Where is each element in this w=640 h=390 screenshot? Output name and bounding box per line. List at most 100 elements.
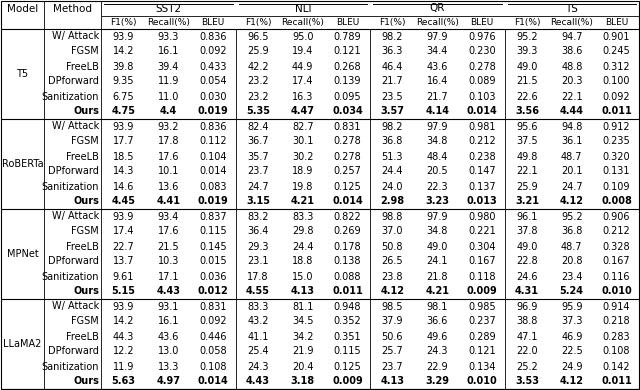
Text: 50.8: 50.8 [381,241,403,252]
Text: 4.21: 4.21 [291,197,315,206]
Text: 24.6: 24.6 [516,271,538,282]
Text: 0.230: 0.230 [468,46,496,57]
Text: 95.2: 95.2 [561,211,582,222]
Text: 98.1: 98.1 [427,301,448,312]
Text: 0.235: 0.235 [603,136,630,147]
Text: 5.15: 5.15 [111,287,136,296]
Text: 48.8: 48.8 [561,62,582,71]
Text: Sanitization: Sanitization [42,271,99,282]
Text: 21.5: 21.5 [516,76,538,87]
Text: 24.7: 24.7 [247,181,269,191]
Text: 0.433: 0.433 [199,62,227,71]
Text: 30.1: 30.1 [292,136,314,147]
Text: 4.31: 4.31 [515,287,539,296]
Text: F1(%): F1(%) [244,18,271,27]
Text: 24.4: 24.4 [292,241,314,252]
Text: 0.328: 0.328 [603,241,630,252]
Text: 0.010: 0.010 [467,376,497,386]
Text: 4.55: 4.55 [246,287,270,296]
Text: 4.97: 4.97 [156,376,180,386]
Text: F1(%): F1(%) [379,18,406,27]
Text: 98.8: 98.8 [381,211,403,222]
Text: 17.4: 17.4 [113,227,134,236]
Text: 42.2: 42.2 [247,62,269,71]
Text: Ours: Ours [73,376,99,386]
Text: 4.12: 4.12 [560,197,584,206]
Text: 0.138: 0.138 [334,257,362,266]
Text: 20.3: 20.3 [561,76,582,87]
Text: W/ Attack: W/ Attack [52,211,99,222]
Text: 0.014: 0.014 [199,167,227,177]
Text: Recall(%): Recall(%) [550,18,593,27]
Text: BLEU: BLEU [605,18,628,27]
Text: FreeLB: FreeLB [66,151,99,161]
Text: 0.237: 0.237 [468,317,496,326]
Text: 0.981: 0.981 [468,122,496,131]
Text: 82.4: 82.4 [247,122,269,131]
Text: 93.9: 93.9 [113,32,134,41]
Text: 0.278: 0.278 [468,62,496,71]
Text: 5.63: 5.63 [111,376,136,386]
Text: 0.089: 0.089 [468,76,496,87]
Text: 17.7: 17.7 [113,136,134,147]
Text: 3.56: 3.56 [515,106,539,117]
Text: 0.121: 0.121 [334,46,362,57]
Text: 6.75: 6.75 [113,92,134,101]
Text: 15.0: 15.0 [292,271,314,282]
Text: 36.7: 36.7 [247,136,269,147]
Text: FreeLB: FreeLB [66,332,99,342]
Text: 30.2: 30.2 [292,151,314,161]
Text: 48.7: 48.7 [561,241,582,252]
Text: 12.2: 12.2 [113,346,134,356]
Text: 4.75: 4.75 [111,106,136,117]
Text: 0.088: 0.088 [334,271,362,282]
Text: 0.095: 0.095 [334,92,362,101]
Text: 94.8: 94.8 [561,122,582,131]
Text: 0.013: 0.013 [467,197,497,206]
Text: 95.9: 95.9 [561,301,582,312]
Text: 50.6: 50.6 [381,332,403,342]
Text: 0.009: 0.009 [467,287,497,296]
Text: 16.1: 16.1 [157,317,179,326]
Text: 22.9: 22.9 [426,362,448,372]
Text: 9.35: 9.35 [113,76,134,87]
Text: 34.8: 34.8 [427,136,448,147]
Text: 0.108: 0.108 [199,362,227,372]
Text: 10.1: 10.1 [157,167,179,177]
Text: 23.8: 23.8 [381,271,403,282]
Text: 4.44: 4.44 [560,106,584,117]
Text: 0.914: 0.914 [603,301,630,312]
Text: 24.4: 24.4 [381,167,403,177]
Text: 43.6: 43.6 [427,62,448,71]
Text: 0.034: 0.034 [332,106,363,117]
Text: 13.6: 13.6 [157,181,179,191]
Text: 20.4: 20.4 [292,362,314,372]
Text: 0.980: 0.980 [468,211,496,222]
Text: 0.011: 0.011 [601,106,632,117]
Text: 23.2: 23.2 [247,92,269,101]
Text: 16.4: 16.4 [427,76,448,87]
Text: 44.3: 44.3 [113,332,134,342]
Text: 39.3: 39.3 [516,46,538,57]
Text: 0.278: 0.278 [333,136,362,147]
Text: 19.8: 19.8 [292,181,314,191]
Text: 0.109: 0.109 [603,181,630,191]
Text: 82.7: 82.7 [292,122,314,131]
Text: 4.14: 4.14 [425,106,449,117]
Text: W/ Attack: W/ Attack [52,122,99,131]
Text: 0.912: 0.912 [603,122,630,131]
Text: Model: Model [7,4,38,14]
Text: 0.212: 0.212 [468,136,496,147]
Text: 17.1: 17.1 [157,271,179,282]
Text: 21.7: 21.7 [381,76,403,87]
Text: 0.221: 0.221 [468,227,496,236]
Text: 36.8: 36.8 [381,136,403,147]
Text: 18.8: 18.8 [292,257,314,266]
Text: 44.9: 44.9 [292,62,314,71]
Text: 22.3: 22.3 [426,181,448,191]
Text: 36.3: 36.3 [381,46,403,57]
Text: 4.13: 4.13 [380,376,404,386]
Text: 47.1: 47.1 [516,332,538,342]
Text: 46.4: 46.4 [381,62,403,71]
Text: 48.4: 48.4 [427,151,448,161]
